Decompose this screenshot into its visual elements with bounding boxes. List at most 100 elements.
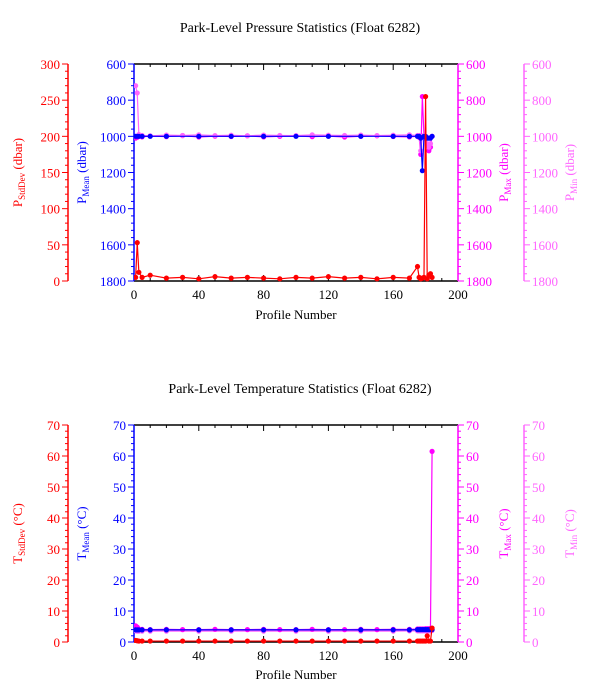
data-point-stddev — [374, 276, 380, 282]
y-tick-label-min: 1200 — [532, 166, 558, 181]
x-axis-label: Profile Number — [255, 667, 337, 682]
chart-title: Park-Level Pressure Statistics (Float 62… — [180, 21, 421, 36]
data-point-stddev — [423, 93, 429, 100]
y-tick-label-min: 0 — [532, 635, 539, 650]
data-point-mean — [139, 133, 145, 139]
y-axis-label-sub: Mean — [81, 532, 91, 553]
data-point-stddev — [424, 633, 430, 639]
y-tick-label-stddev: 50 — [47, 238, 60, 253]
data-point-stddev — [212, 638, 218, 644]
y-tick-label-max: 1600 — [466, 238, 492, 253]
y-tick-label-mean: 1000 — [100, 129, 126, 144]
y-tick-label-min: 1800 — [532, 274, 558, 289]
y-axis-mean: 0 10 20 30 40 50 60 70 TMean (°C) — [74, 418, 135, 650]
y-tick-label-mean: 20 — [113, 573, 126, 588]
y-tick-label-mean: 50 — [113, 480, 126, 495]
data-point-min — [212, 133, 218, 139]
series-line-max — [135, 451, 433, 631]
y-tick-label-min: 50 — [532, 480, 545, 495]
y-tick-label-min: 20 — [532, 573, 545, 588]
data-point-mean — [163, 627, 169, 633]
data-point-mean — [358, 133, 364, 139]
data-point-mean — [390, 133, 396, 139]
y-tick-label-max: 1200 — [466, 166, 492, 181]
y-tick-label-mean: 0 — [120, 635, 127, 650]
y-tick-label-mean: 30 — [113, 542, 126, 557]
data-point-max — [429, 448, 435, 454]
data-point-mean — [419, 168, 425, 174]
data-point-min — [374, 133, 380, 139]
data-point-min — [277, 132, 283, 139]
y-axis-label-unit: (°C) — [74, 506, 89, 532]
data-point-stddev — [196, 276, 202, 282]
y-tick-label-stddev: 50 — [47, 480, 60, 495]
y-tick-label-min: 60 — [532, 449, 545, 464]
y-axis-label-main: T — [74, 553, 89, 561]
data-point-mean — [147, 627, 153, 633]
data-point-mean — [293, 627, 299, 633]
y-tick-label-stddev: 30 — [47, 542, 60, 557]
y-axis-label-main: P — [10, 200, 25, 207]
data-point-mean — [293, 133, 299, 139]
y-tick-label-stddev: 60 — [47, 449, 60, 464]
chart-panel-0: Park-Level Pressure Statistics (Float 62… — [10, 21, 579, 322]
data-point-stddev — [139, 274, 145, 280]
data-point-mean — [196, 133, 202, 139]
data-point-stddev — [277, 276, 283, 282]
y-axis-max: 0 10 20 30 40 50 60 70 TMax (°C) — [457, 418, 513, 650]
data-point-stddev — [427, 638, 434, 644]
y-tick-label-mean: 1200 — [100, 166, 126, 181]
data-point-stddev — [163, 638, 169, 644]
series-line-min — [135, 85, 433, 151]
data-point-stddev — [390, 274, 396, 280]
y-tick-label-mean: 10 — [113, 604, 126, 619]
data-point-stddev — [390, 638, 396, 644]
y-tick-label-max: 0 — [466, 635, 473, 650]
x-tick-label: 0 — [131, 648, 138, 663]
y-tick-label-min: 70 — [532, 418, 545, 433]
y-axis-label-min: PMin (dbar) — [562, 144, 579, 201]
y-axis-label-main: T — [10, 556, 25, 564]
data-point-stddev — [429, 625, 435, 631]
chart-title: Park-Level Temperature Statistics (Float… — [168, 382, 431, 397]
y-axis-min: 600 800 1000 1200 1400 1600 1800 PMin (dbar) — [523, 57, 579, 289]
x-tick-label: 200 — [448, 648, 468, 663]
data-point-mean — [325, 627, 331, 633]
data-point-stddev — [406, 275, 412, 281]
y-axis-label-unit: (dbar) — [74, 141, 89, 176]
data-point-stddev — [134, 274, 139, 280]
y-tick-label-stddev: 0 — [54, 274, 61, 289]
data-point-stddev — [147, 272, 153, 278]
data-point-stddev — [244, 638, 250, 644]
y-axis-label-sub: Min — [569, 178, 579, 194]
series-max — [134, 448, 435, 633]
data-point-mean — [406, 627, 412, 633]
series-stddev — [134, 625, 435, 644]
y-axis-stddev: 0 10 20 30 40 50 60 70 TStdDev (°C) — [10, 418, 69, 650]
data-point-stddev — [139, 638, 145, 644]
series-line-stddev — [135, 96, 433, 280]
series-line-min — [135, 629, 433, 632]
y-axis-label-unit: (dbar) — [496, 143, 511, 178]
data-point-stddev — [228, 275, 234, 281]
y-axis-max: 600 800 1000 1200 1400 1600 1800 PMax (dbar) — [457, 57, 513, 289]
data-point-stddev — [136, 269, 142, 275]
y-axis-label-sub: Max — [503, 534, 513, 551]
data-point-stddev — [414, 263, 421, 270]
y-axis-label-main: T — [496, 551, 511, 559]
data-point-min — [180, 132, 186, 139]
y-tick-label-min: 30 — [532, 542, 545, 557]
y-tick-label-stddev: 70 — [47, 418, 60, 433]
y-axis-label-main: P — [74, 197, 89, 204]
y-tick-label-stddev: 10 — [47, 604, 60, 619]
y-axis-label-sub: StdDev — [17, 528, 27, 556]
data-point-stddev — [293, 638, 299, 644]
y-tick-label-stddev: 20 — [47, 573, 60, 588]
x-tick-label: 80 — [257, 648, 270, 663]
x-tick-label: 0 — [131, 287, 138, 302]
y-axis-label-unit: (dbar) — [562, 144, 577, 179]
data-point-stddev — [163, 275, 169, 281]
data-point-stddev — [342, 638, 348, 644]
y-axis-stddev: 0 50 100 150 200 250 300 PStdDev (dbar) — [10, 57, 69, 289]
y-axis-min: 0 10 20 30 40 50 60 70 TMin (°C) — [523, 418, 579, 650]
